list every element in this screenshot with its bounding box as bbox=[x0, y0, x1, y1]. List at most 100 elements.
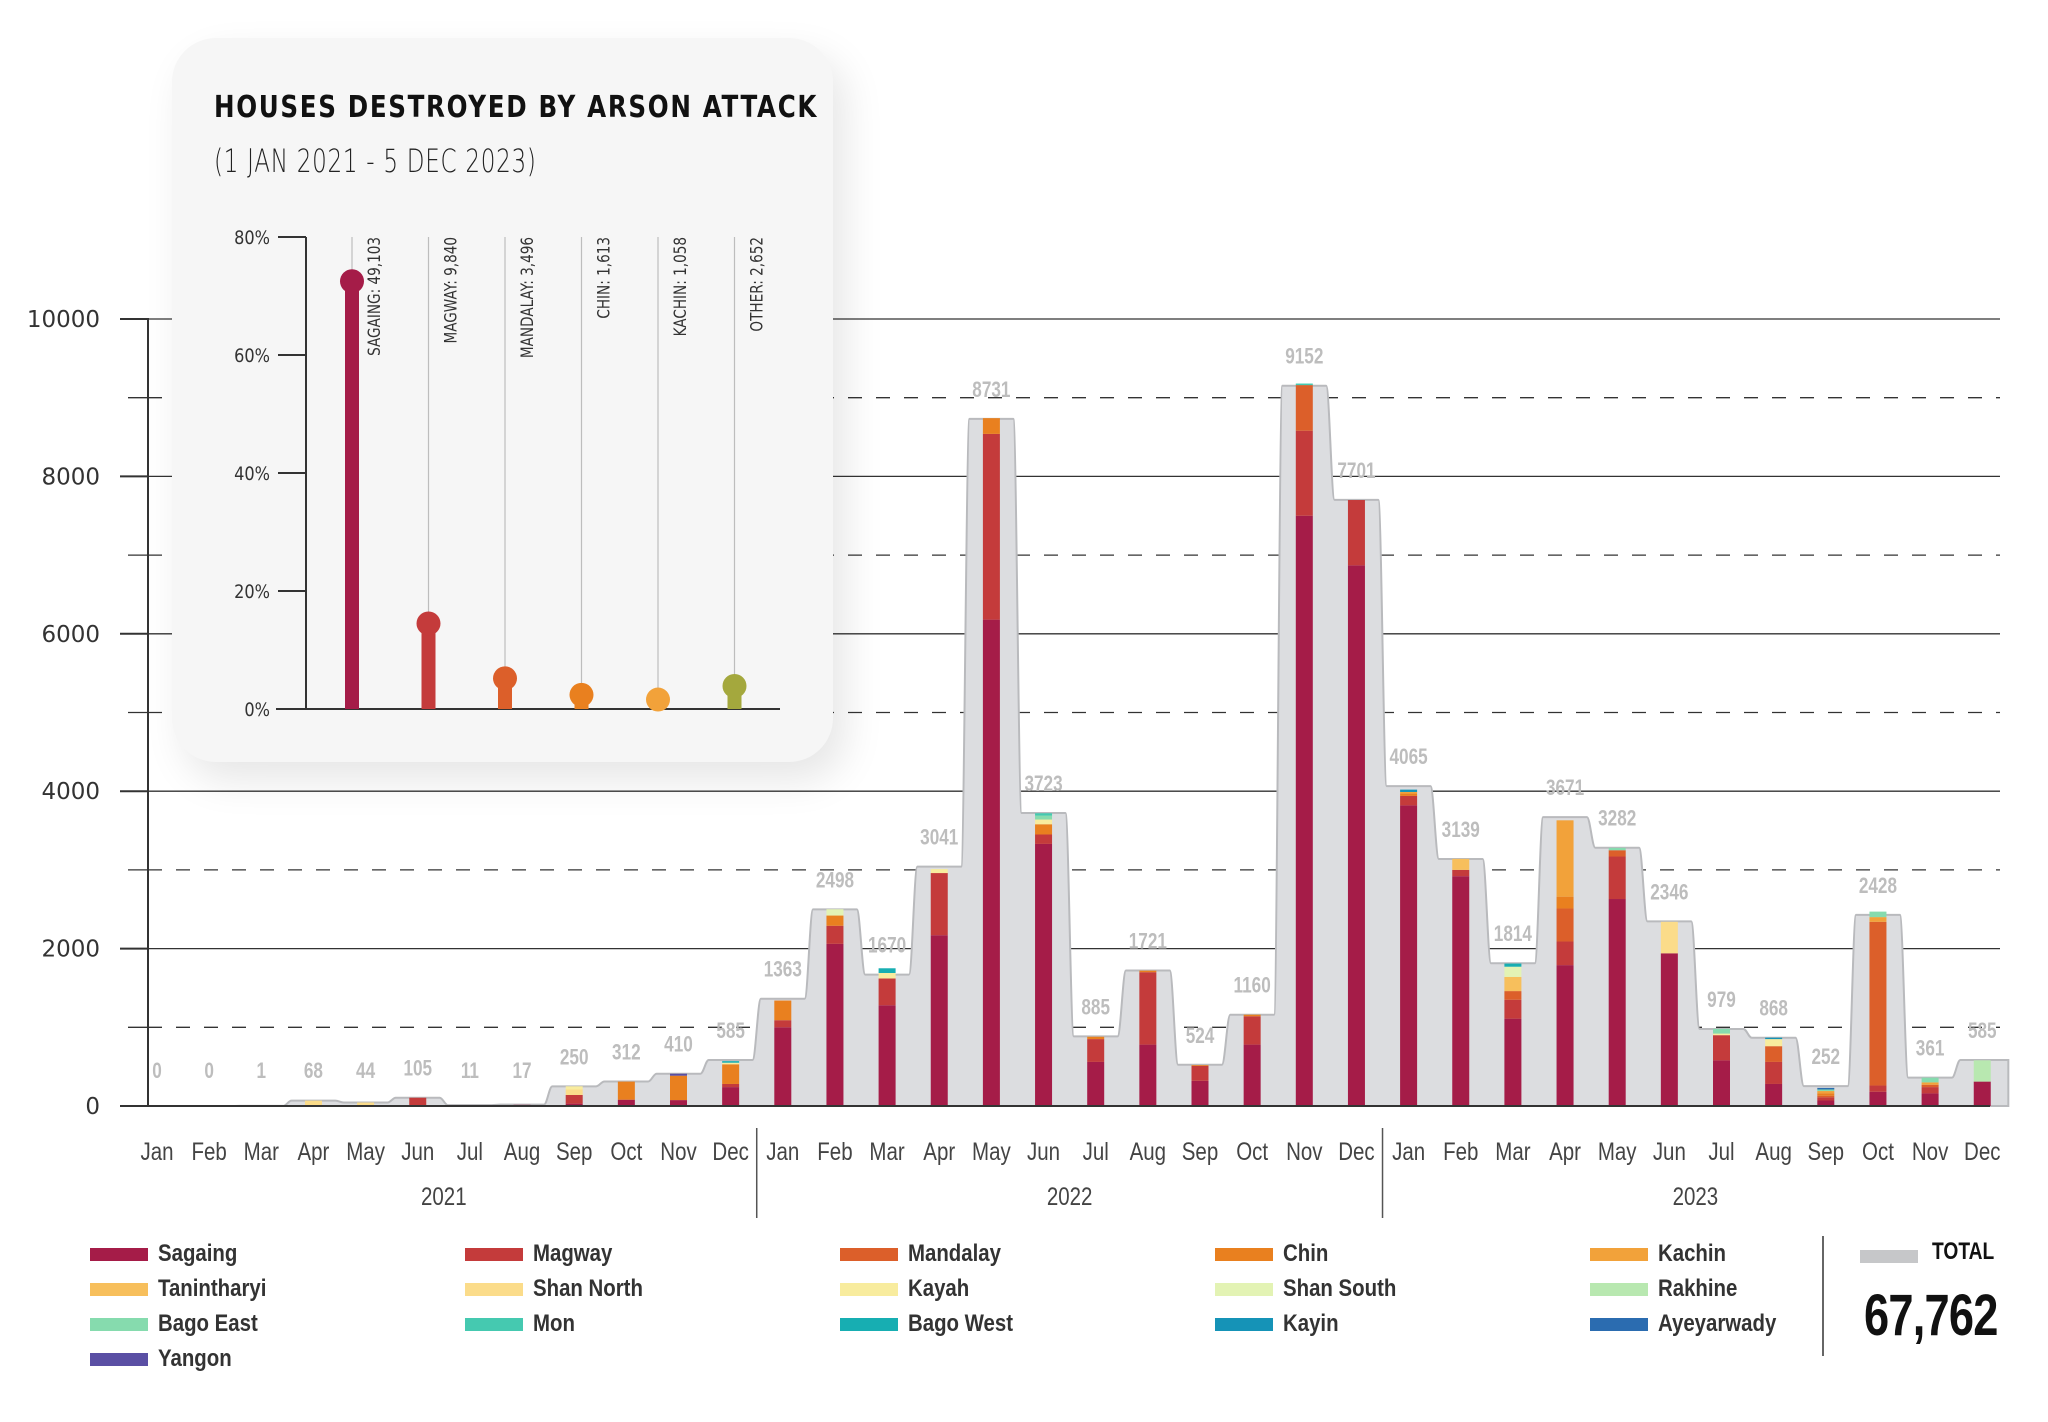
bar-segment-sagaing bbox=[1817, 1100, 1835, 1106]
bar-segment-kachin bbox=[1869, 917, 1887, 922]
bar-segment-kayah bbox=[1035, 819, 1053, 825]
bar-segment-sagaing bbox=[826, 943, 844, 1106]
month-label: Feb bbox=[1443, 1137, 1478, 1165]
bar-segment-magway bbox=[826, 925, 844, 944]
total-area bbox=[130, 384, 2010, 1107]
total-value-label: 2346 bbox=[1650, 880, 1688, 905]
bar-segment-chin bbox=[1191, 1065, 1209, 1066]
bar-segment-sagaing bbox=[982, 619, 1000, 1106]
y-tick-label: 10000 bbox=[27, 307, 100, 333]
bar-segment-shan-south bbox=[826, 909, 844, 916]
total-value-label: 0 bbox=[204, 1059, 214, 1084]
bar-segment-sagaing bbox=[1608, 899, 1626, 1106]
legend-item-rakhine: Rakhine bbox=[1590, 1275, 1751, 1303]
legend-swatch bbox=[1215, 1247, 1273, 1261]
legend-label: Bago East bbox=[158, 1310, 258, 1337]
card-title: HOUSES DESTROYED BY ARSON ATTACK bbox=[214, 90, 819, 125]
month-label: Jul bbox=[1083, 1137, 1109, 1165]
bar-segment-kayah bbox=[722, 1062, 740, 1065]
lollipop-stem-magway bbox=[421, 623, 436, 709]
lollipop-dot-magway bbox=[416, 611, 441, 636]
lollipop-stem-sagaing bbox=[345, 281, 359, 709]
inset-y-tick-label: 80% bbox=[234, 228, 270, 250]
lollipop-label: CHIN: 1,613 bbox=[594, 237, 614, 319]
total-value-label: 1 bbox=[257, 1059, 267, 1084]
month-label: Aug bbox=[1755, 1137, 1791, 1165]
total-value-label: 9152 bbox=[1285, 345, 1323, 370]
bar-segment-tanintharyi bbox=[1452, 858, 1470, 870]
stacked-bars bbox=[252, 383, 1991, 1106]
legend-label: Shan South bbox=[1283, 1275, 1397, 1302]
lollipop-dot-sagaing bbox=[340, 269, 364, 294]
total-value-label: 11 bbox=[461, 1059, 479, 1084]
legend-item-chin: Chin bbox=[1215, 1240, 1336, 1268]
legend-item-yangon: Yangon bbox=[90, 1345, 245, 1373]
legend-item-shan-south: Shan South bbox=[1215, 1275, 1416, 1303]
summary-card bbox=[172, 38, 833, 762]
bar-segment-sagaing bbox=[1087, 1061, 1105, 1106]
bar-segment-magway bbox=[774, 1020, 792, 1028]
total-summary: TOTAL 67,762 bbox=[1822, 1236, 2024, 1356]
x-axis-labels: Jan Feb Mar Apr May Jun Jul Aug Sep Oct Nov Dec Jan F… bbox=[140, 1128, 2000, 1218]
bar-segment-kayin bbox=[1400, 789, 1418, 792]
bar-segment-magway bbox=[982, 433, 1000, 620]
bar-segment-kachin bbox=[1817, 1091, 1835, 1094]
bar-segment-sagaing bbox=[930, 935, 948, 1106]
total-value-label: 8731 bbox=[972, 378, 1010, 403]
year-label: 2022 bbox=[1047, 1182, 1093, 1210]
legend-item-ayeyarwady: Ayeyarwady bbox=[1590, 1310, 1797, 1338]
total-value-label: 3139 bbox=[1442, 818, 1480, 843]
bar-segment-chin bbox=[1139, 970, 1157, 973]
inset-y-tick-label: 60% bbox=[234, 346, 270, 368]
total-value-label: 312 bbox=[612, 1040, 641, 1065]
total-value-label: 1160 bbox=[1234, 974, 1271, 999]
bar-segment-sagaing bbox=[1556, 965, 1574, 1106]
legend-label: Bago West bbox=[908, 1310, 1014, 1337]
bar-segment-mandalay bbox=[1556, 908, 1574, 942]
bar-segment-chin bbox=[774, 1000, 792, 1021]
legend-item-bago-east: Bago East bbox=[90, 1310, 275, 1338]
month-label: Dec bbox=[1964, 1137, 2000, 1165]
bar-segment-magway bbox=[565, 1094, 583, 1104]
month-label: Jun bbox=[401, 1137, 434, 1165]
legend-label: Kachin bbox=[1658, 1240, 1727, 1267]
bar-segment-chin bbox=[1087, 1036, 1105, 1040]
bar-segment-chin bbox=[617, 1081, 635, 1100]
bar-segment-kayin bbox=[1765, 1037, 1783, 1040]
month-label: Feb bbox=[817, 1137, 852, 1165]
year-label: 2023 bbox=[1673, 1182, 1719, 1210]
bar-segment-bago-east bbox=[1608, 847, 1626, 851]
total-label: TOTAL bbox=[1932, 1238, 1995, 1265]
lollipop-label: MANDALAY: 3,496 bbox=[518, 237, 538, 358]
bar-segment-magway bbox=[1556, 941, 1574, 966]
bar-segment-rakhine bbox=[1973, 1060, 1991, 1082]
legend-label: Kayin bbox=[1283, 1310, 1339, 1337]
y-tick-label: 8000 bbox=[41, 464, 100, 490]
bar-segment-magway bbox=[1504, 999, 1522, 1019]
bar-segment-sagaing bbox=[1035, 843, 1053, 1106]
bar-segment-magway bbox=[1713, 1035, 1730, 1061]
total-value-label: 4065 bbox=[1390, 745, 1428, 770]
bar-segment-mandalay bbox=[1869, 921, 1887, 1086]
total-value-label: 2428 bbox=[1859, 874, 1897, 899]
total-value-label: 585 bbox=[1968, 1019, 1997, 1044]
bar-segment-sagaing bbox=[1295, 515, 1313, 1106]
bar-segment-chin bbox=[826, 915, 844, 926]
bar-segment-shan-north bbox=[304, 1100, 322, 1106]
bar-segment-magway bbox=[722, 1083, 740, 1088]
bar-segment-kayah bbox=[930, 869, 948, 874]
month-label: Feb bbox=[191, 1137, 226, 1165]
bar-segment-magway bbox=[1243, 1016, 1261, 1045]
month-label: Jun bbox=[1653, 1137, 1686, 1165]
y-tick-label: 0 bbox=[85, 1094, 100, 1120]
bar-segment-sagaing bbox=[1400, 805, 1418, 1106]
total-value-label: 252 bbox=[1811, 1045, 1840, 1070]
legend-item-kayin: Kayin bbox=[1215, 1310, 1348, 1338]
bar-segment-shan-north bbox=[1660, 921, 1678, 954]
bar-segment-chin bbox=[982, 418, 1000, 434]
legend: Sagaing Magway Mandalay Chin Kachin Taninthar… bbox=[90, 1240, 1810, 1380]
bar-segment-magway bbox=[878, 978, 896, 1006]
legend-swatch bbox=[90, 1282, 148, 1296]
bar-segment-sagaing bbox=[1347, 565, 1365, 1106]
